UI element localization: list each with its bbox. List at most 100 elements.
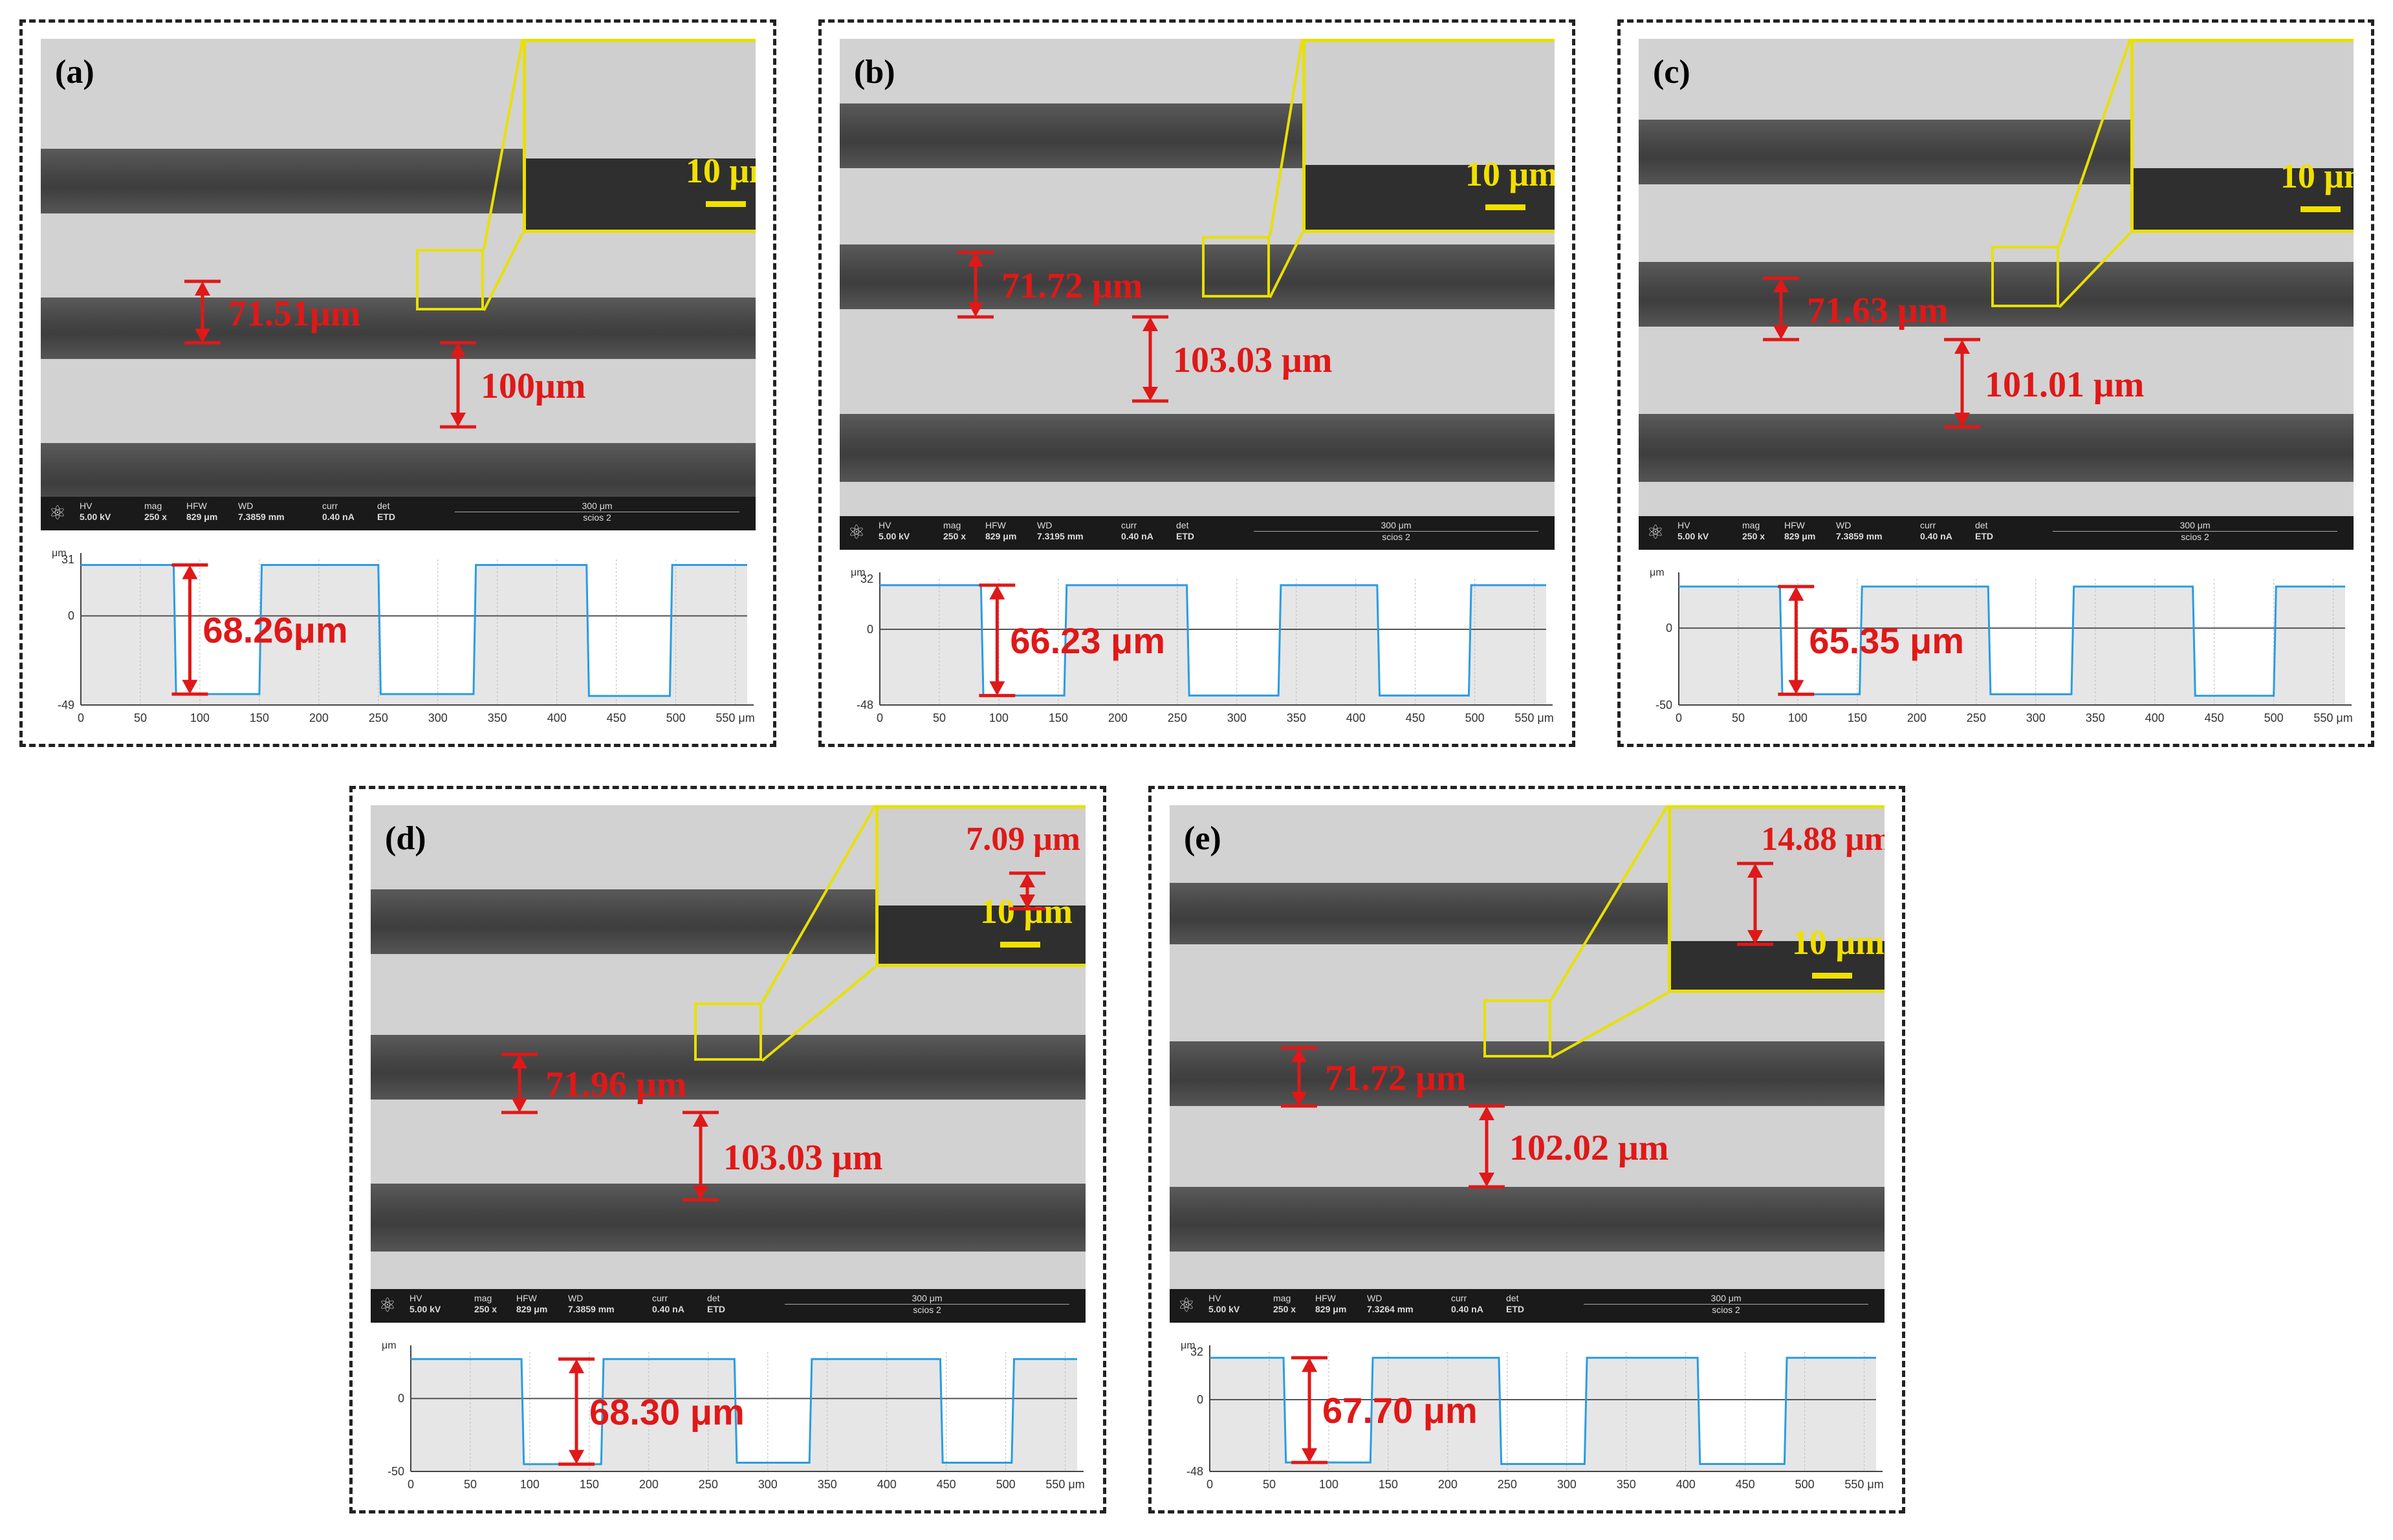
info-curr-label: curr xyxy=(652,1293,668,1303)
trench-stripe xyxy=(1639,414,2354,482)
x-tick-label: 150 xyxy=(1379,1478,1398,1491)
info-curr-label: curr xyxy=(322,501,338,511)
trench-width-label: 71.72 μm xyxy=(1325,1058,1467,1098)
magnified-inset: 10 μm xyxy=(1302,39,1555,233)
info-instrument: scios 2 xyxy=(583,512,611,523)
inset-overlay xyxy=(1009,871,1045,911)
zoom-connector xyxy=(1550,805,1669,1001)
gap-arrow-head-top xyxy=(693,1112,708,1127)
sem-image: (e) 71.72 μm 102.02 μm 10 μm 14.88 μm ⚛ HV 5.00… xyxy=(1170,805,1885,1323)
width-arrow xyxy=(1763,276,1799,342)
gap-arrow-head-top xyxy=(1142,317,1158,331)
info-scalebar-label: 300 μm xyxy=(455,501,739,512)
zoom-connector xyxy=(483,39,524,250)
info-hv-label: HV xyxy=(1677,520,1690,530)
info-det-label: det xyxy=(377,501,390,511)
info-hfw-label: HFW xyxy=(1315,1293,1336,1303)
x-tick-label: 400 xyxy=(1346,711,1366,724)
depth-arrow xyxy=(171,563,208,696)
thickness-arrow xyxy=(1009,871,1045,911)
trench-stripe xyxy=(840,414,1555,482)
thickness-arrow-head-bottom xyxy=(1020,895,1035,909)
info-det-label: det xyxy=(1506,1293,1519,1303)
y-unit-label: μm xyxy=(1181,1340,1196,1351)
info-wd-value: 7.3859 mm xyxy=(1836,531,1883,541)
zoom-connector xyxy=(1269,39,1304,237)
info-hv: HV 5.00 kV xyxy=(410,1293,441,1315)
zoom-region-box xyxy=(416,249,484,310)
depth-arrow-head-bottom xyxy=(569,1449,585,1464)
info-mag-value: 250 x xyxy=(1273,1304,1296,1314)
info-curr: curr 0.40 nA xyxy=(1451,1293,1483,1315)
info-hv-value: 5.00 kV xyxy=(80,512,111,522)
zoom-region-box xyxy=(1202,236,1270,298)
depth-arrow-head-top xyxy=(1302,1358,1318,1372)
ridge-gap-label: 102.02 μm xyxy=(1509,1127,1669,1168)
inset-scale-label: 10 μm xyxy=(1465,155,1555,193)
x-tick-label: 350 xyxy=(1617,1478,1636,1491)
trench-depth-label: 67.70 μm xyxy=(1322,1390,1478,1431)
x-tick-label: 250 xyxy=(1168,711,1187,724)
x-tick-label: 50 xyxy=(1263,1478,1276,1491)
panel-e: (e) 71.72 μm 102.02 μm 10 μm 14.88 μm ⚛ HV 5.00… xyxy=(1148,786,1905,1513)
zoom-connector xyxy=(483,232,524,311)
panel-label: (a) xyxy=(55,54,94,91)
info-hv: HV 5.00 kV xyxy=(879,520,910,542)
y-tick-label: 32 xyxy=(860,572,873,585)
depth-arrow-head-bottom xyxy=(1788,680,1804,695)
x-tick-label: 500 xyxy=(666,711,686,724)
inset-scale-bar xyxy=(706,201,746,207)
x-tick-label: 550 μm xyxy=(2313,711,2352,724)
x-tick-label: 250 xyxy=(699,1478,718,1491)
depth-arrow-head-bottom xyxy=(1302,1448,1318,1463)
info-mag-label: mag xyxy=(1742,520,1760,530)
info-hfw-value: 829 μm xyxy=(516,1304,548,1314)
info-scalebar-label: 300 μm xyxy=(2053,520,2337,532)
x-tick-label: 200 xyxy=(1438,1478,1458,1491)
x-tick-label: 350 xyxy=(818,1478,837,1491)
overlay-svg xyxy=(184,39,524,429)
info-mag-label: mag xyxy=(474,1293,492,1303)
x-tick-label: 200 xyxy=(639,1478,659,1491)
panel-label: (c) xyxy=(1653,54,1690,91)
info-mag: mag 250 x xyxy=(144,501,167,523)
sem-info-bar: ⚛ HV 5.00 kV mag 250 x HFW 829 μm WD 7.3859 mm cu… xyxy=(1639,516,2354,550)
above-profile-fill xyxy=(1210,1352,1876,1464)
info-hfw-label: HFW xyxy=(985,520,1006,530)
info-hfw: HFW 829 μm xyxy=(186,501,217,523)
x-tick-label: 0 xyxy=(78,711,84,724)
sem-info-bar: ⚛ HV 5.00 kV mag 250 x HFW 829 μm WD 7.3195 mm cu… xyxy=(840,516,1555,550)
y-tick-label: -50 xyxy=(1655,699,1672,711)
info-mag: mag 250 x xyxy=(1273,1293,1296,1315)
info-hfw-value: 829 μm xyxy=(1784,531,1816,541)
width-arrow-head-top xyxy=(195,281,210,296)
x-tick-label: 550 μm xyxy=(1514,711,1553,724)
thickness-arrow-head-top xyxy=(1020,873,1035,887)
gap-arrow-head-bottom xyxy=(1479,1173,1494,1187)
info-hv-label: HV xyxy=(1208,1293,1221,1303)
depth-arrow xyxy=(558,1357,595,1466)
info-det-value: ETD xyxy=(1506,1304,1524,1314)
info-mag: mag 250 x xyxy=(474,1293,497,1315)
atom-logo-icon: ⚛ xyxy=(378,1295,397,1316)
info-hfw-label: HFW xyxy=(1784,520,1805,530)
y-tick-label: 0 xyxy=(68,609,74,622)
gap-arrow-head-bottom xyxy=(450,413,466,427)
width-arrow xyxy=(184,279,221,345)
above-profile-fill xyxy=(1679,579,2345,696)
x-tick-label: 400 xyxy=(877,1478,897,1491)
x-tick-label: 50 xyxy=(134,711,147,724)
overlay-svg xyxy=(957,39,1304,403)
inset-scale-bar xyxy=(1812,972,1852,979)
zoom-region-box xyxy=(694,1003,762,1061)
info-scalebar: 300 μm scios 2 xyxy=(455,501,739,523)
ridge-gap-label: 103.03 μm xyxy=(1173,340,1333,380)
info-instrument: scios 2 xyxy=(2181,532,2209,542)
sem-image: (c) 71.63 μm 101.01 μm 10 μm ⚛ HV5.00 kV mag25… xyxy=(1639,39,2354,550)
inset-scale-bar xyxy=(1000,942,1040,948)
info-scalebar: 300 μm scios 2 xyxy=(1254,520,1538,543)
info-curr: curr 0.40 nA xyxy=(652,1293,684,1315)
info-wd-label: WD xyxy=(238,501,254,511)
x-tick-label: 100 xyxy=(1788,711,1808,724)
overlay-svg xyxy=(1281,805,1669,1189)
